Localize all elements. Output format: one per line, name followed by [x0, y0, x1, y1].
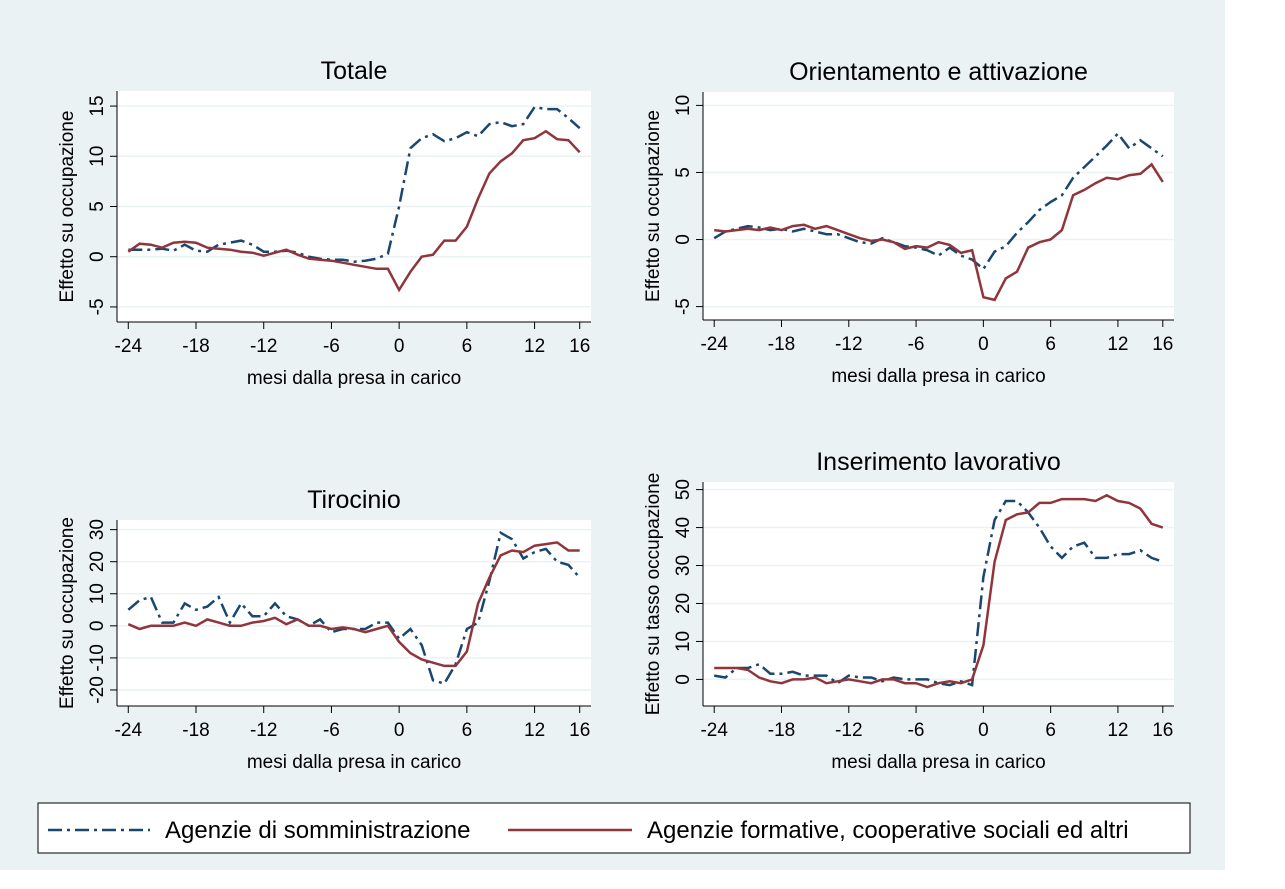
series-line: [127, 129, 581, 293]
y-axis-label: Effetto su tasso occupazione: [643, 473, 664, 716]
x-axis-label: mesi dalla presa in carico: [247, 368, 461, 389]
series-line: [714, 493, 1164, 689]
y-tick-label: 20: [87, 551, 108, 572]
x-tick-label: 0: [394, 720, 405, 741]
y-tick-label: 0: [87, 621, 108, 632]
x-axis-label: mesi dalla presa in carico: [831, 752, 1045, 773]
x-tick-label: -18: [768, 334, 795, 355]
x-tick-label: 12: [1107, 334, 1128, 355]
y-tick-label: 10: [87, 146, 108, 167]
series-line: [714, 162, 1164, 302]
x-tick-label: 6: [462, 720, 473, 741]
x-tick-label: -6: [323, 336, 340, 357]
y-tick-label: 0: [673, 234, 694, 245]
y-tick-label: 30: [673, 555, 694, 576]
y-tick-label: 10: [87, 583, 108, 604]
panel-title: Tirocinio: [307, 486, 401, 514]
series-line: [128, 105, 581, 263]
y-tick-label: 40: [673, 517, 694, 538]
y-tick-label: 5: [673, 167, 694, 178]
y-tick-label: 0: [87, 251, 108, 262]
x-tick-label: -12: [250, 720, 277, 741]
x-tick-label: -6: [908, 334, 925, 355]
y-axis-label: Effetto su occupazione: [643, 110, 664, 302]
x-tick-label: 12: [1107, 720, 1128, 741]
x-tick-label: -6: [323, 720, 340, 741]
y-tick-label: 0: [673, 674, 694, 685]
y-axis-label: Effetto su occupazione: [57, 111, 78, 303]
y-tick-label: -20: [87, 676, 108, 703]
legend: [37, 802, 1191, 854]
x-tick-label: 6: [1045, 720, 1056, 741]
x-tick-label: 16: [569, 720, 590, 741]
y-tick-label: -5: [673, 298, 694, 315]
x-tick-label: -12: [835, 334, 862, 355]
x-tick-label: 16: [1152, 720, 1173, 741]
y-tick-label: 10: [673, 631, 694, 652]
plot-area: [703, 92, 1174, 320]
x-tick-label: -12: [250, 336, 277, 357]
y-tick-label: 30: [87, 519, 108, 540]
panel-title: Inserimento lavorativo: [816, 448, 1061, 476]
x-tick-label: -24: [700, 334, 728, 355]
y-tick-label: -5: [87, 298, 108, 315]
y-axis-label: Effetto su occupazione: [57, 517, 78, 709]
plot-area: [117, 520, 591, 706]
y-tick-label: 20: [673, 593, 694, 614]
x-axis-label: mesi dalla presa in carico: [831, 366, 1045, 387]
x-tick-label: -24: [115, 720, 143, 741]
x-tick-label: 16: [569, 336, 590, 357]
y-tick-label: -10: [87, 644, 108, 671]
y-tick-label: 10: [673, 95, 694, 116]
plot-area: [703, 482, 1174, 706]
y-tick-label: 50: [673, 479, 694, 500]
series-line: [713, 499, 1164, 687]
y-tick-label: 15: [87, 95, 108, 116]
x-tick-label: -18: [182, 720, 209, 741]
x-tick-label: 12: [524, 336, 545, 357]
legend-label: Agenzie formative, cooperative sociali e…: [647, 817, 1129, 844]
x-tick-label: 0: [978, 720, 989, 741]
series-line: [127, 541, 580, 668]
panel-title: Orientamento e attivazione: [789, 58, 1088, 86]
x-tick-label: -18: [768, 720, 795, 741]
x-tick-label: 6: [1045, 334, 1056, 355]
x-tick-label: 0: [394, 336, 405, 357]
x-tick-label: -24: [115, 336, 143, 357]
x-tick-label: 6: [462, 336, 473, 357]
x-tick-label: -6: [908, 720, 925, 741]
x-tick-label: -24: [700, 720, 728, 741]
series-line: [713, 131, 1164, 271]
panel-title: Totale: [321, 57, 388, 85]
x-tick-label: -18: [182, 336, 209, 357]
legend-label: Agenzie di somministrazione: [165, 817, 470, 844]
x-tick-label: 12: [524, 720, 545, 741]
y-tick-label: 5: [87, 201, 108, 212]
x-axis-label: mesi dalla presa in carico: [247, 752, 461, 773]
x-tick-label: 0: [978, 334, 989, 355]
x-tick-label: -12: [835, 720, 862, 741]
x-tick-label: 16: [1152, 334, 1173, 355]
